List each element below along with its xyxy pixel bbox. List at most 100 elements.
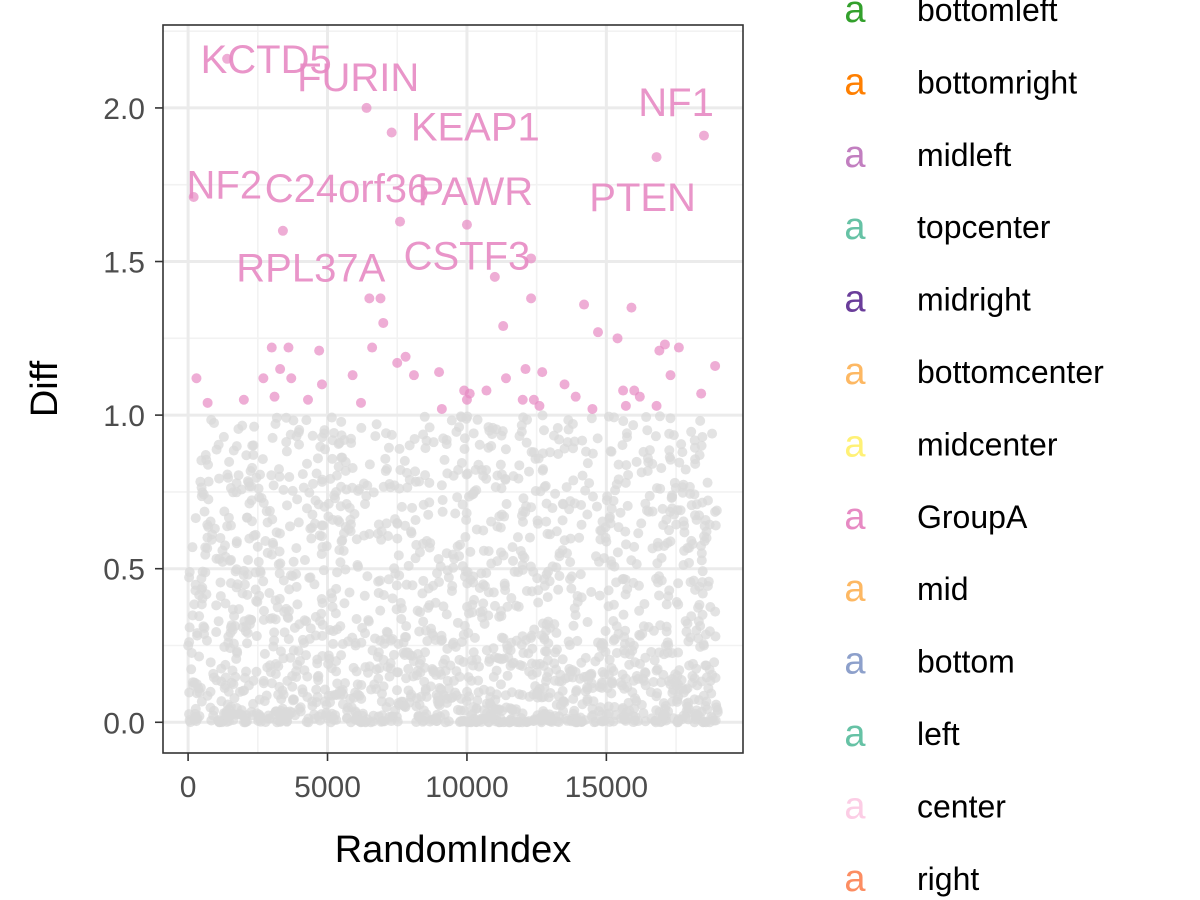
background-point: [474, 582, 485, 593]
background-point: [267, 537, 278, 548]
background-point: [609, 701, 620, 712]
background-point: [244, 498, 255, 509]
background-point: [237, 588, 248, 599]
highlight-point: [520, 364, 531, 375]
background-point: [468, 571, 479, 582]
highlight-point: [612, 333, 623, 344]
background-point: [697, 431, 708, 442]
background-point: [537, 715, 548, 726]
background-point: [321, 707, 332, 718]
background-point: [283, 709, 294, 720]
background-point: [671, 597, 682, 608]
background-point: [317, 476, 328, 487]
background-point: [309, 518, 320, 529]
background-point: [568, 620, 579, 631]
background-point: [533, 597, 544, 608]
background-point: [463, 672, 474, 683]
background-point: [586, 413, 597, 424]
background-point: [499, 511, 510, 522]
background-point: [569, 603, 580, 614]
background-point: [656, 677, 667, 688]
background-point: [394, 483, 405, 494]
highlight-point: [434, 367, 445, 378]
background-point: [406, 689, 417, 700]
background-point: [299, 615, 310, 626]
background-point: [652, 558, 663, 569]
background-point: [236, 484, 247, 495]
background-point: [484, 656, 495, 667]
background-point: [620, 574, 631, 585]
background-point: [199, 622, 210, 633]
highlight-point: [498, 321, 509, 332]
background-point: [705, 601, 716, 612]
background-point: [271, 527, 282, 538]
background-point: [486, 441, 497, 452]
background-point: [495, 522, 506, 533]
background-point: [644, 490, 655, 501]
highlight-point: [587, 403, 598, 414]
background-point: [677, 482, 688, 493]
background-point: [695, 620, 706, 631]
highlight-point: [277, 225, 288, 236]
background-point: [654, 571, 665, 582]
background-point: [284, 521, 295, 532]
y-axis-ticks: 0.0 0.5 1.0 1.5 2.0: [103, 93, 163, 740]
background-point: [419, 676, 430, 687]
background-point: [203, 494, 214, 505]
background-point: [577, 435, 588, 446]
highlight-point: [481, 385, 492, 396]
background-point: [521, 437, 532, 448]
background-point: [608, 666, 619, 677]
background-point: [214, 554, 225, 565]
background-point: [512, 716, 523, 727]
background-point: [384, 479, 395, 490]
background-point: [321, 541, 332, 552]
background-point: [538, 425, 549, 436]
background-point: [630, 693, 641, 704]
background-point: [572, 591, 583, 602]
background-point: [515, 545, 526, 556]
background-point: [420, 470, 431, 481]
background-point: [689, 694, 700, 705]
background-point: [472, 414, 483, 425]
background-point: [478, 525, 489, 536]
background-point: [704, 626, 715, 637]
background-point: [435, 711, 446, 722]
background-point: [524, 532, 535, 543]
background-point: [373, 647, 384, 658]
background-point: [455, 539, 466, 550]
background-point: [368, 487, 379, 498]
background-point: [359, 530, 370, 541]
background-point: [403, 560, 414, 571]
background-point: [363, 616, 374, 627]
background-point: [375, 605, 386, 616]
background-point: [237, 685, 248, 696]
background-point: [454, 671, 465, 682]
background-point: [438, 433, 449, 444]
background-point: [634, 605, 645, 616]
background-point: [643, 457, 654, 468]
background-point: [356, 680, 367, 691]
background-point: [533, 585, 544, 596]
background-point: [359, 590, 370, 601]
background-point: [618, 609, 629, 620]
highlight-point: [314, 345, 325, 356]
background-point: [622, 432, 633, 443]
background-point: [436, 684, 447, 695]
background-point: [580, 485, 591, 496]
background-point: [231, 536, 242, 547]
background-point: [643, 622, 654, 633]
background-point: [606, 503, 617, 514]
background-point: [418, 575, 429, 586]
highlight-point: [303, 394, 313, 405]
background-point: [618, 416, 629, 427]
background-point: [640, 716, 651, 727]
background-point: [232, 647, 243, 658]
background-point: [682, 683, 693, 694]
highlight-point: [361, 102, 372, 113]
background-point: [434, 666, 445, 677]
background-point: [483, 610, 494, 621]
background-point: [258, 675, 269, 686]
background-point: [652, 541, 663, 552]
background-point: [664, 452, 675, 463]
